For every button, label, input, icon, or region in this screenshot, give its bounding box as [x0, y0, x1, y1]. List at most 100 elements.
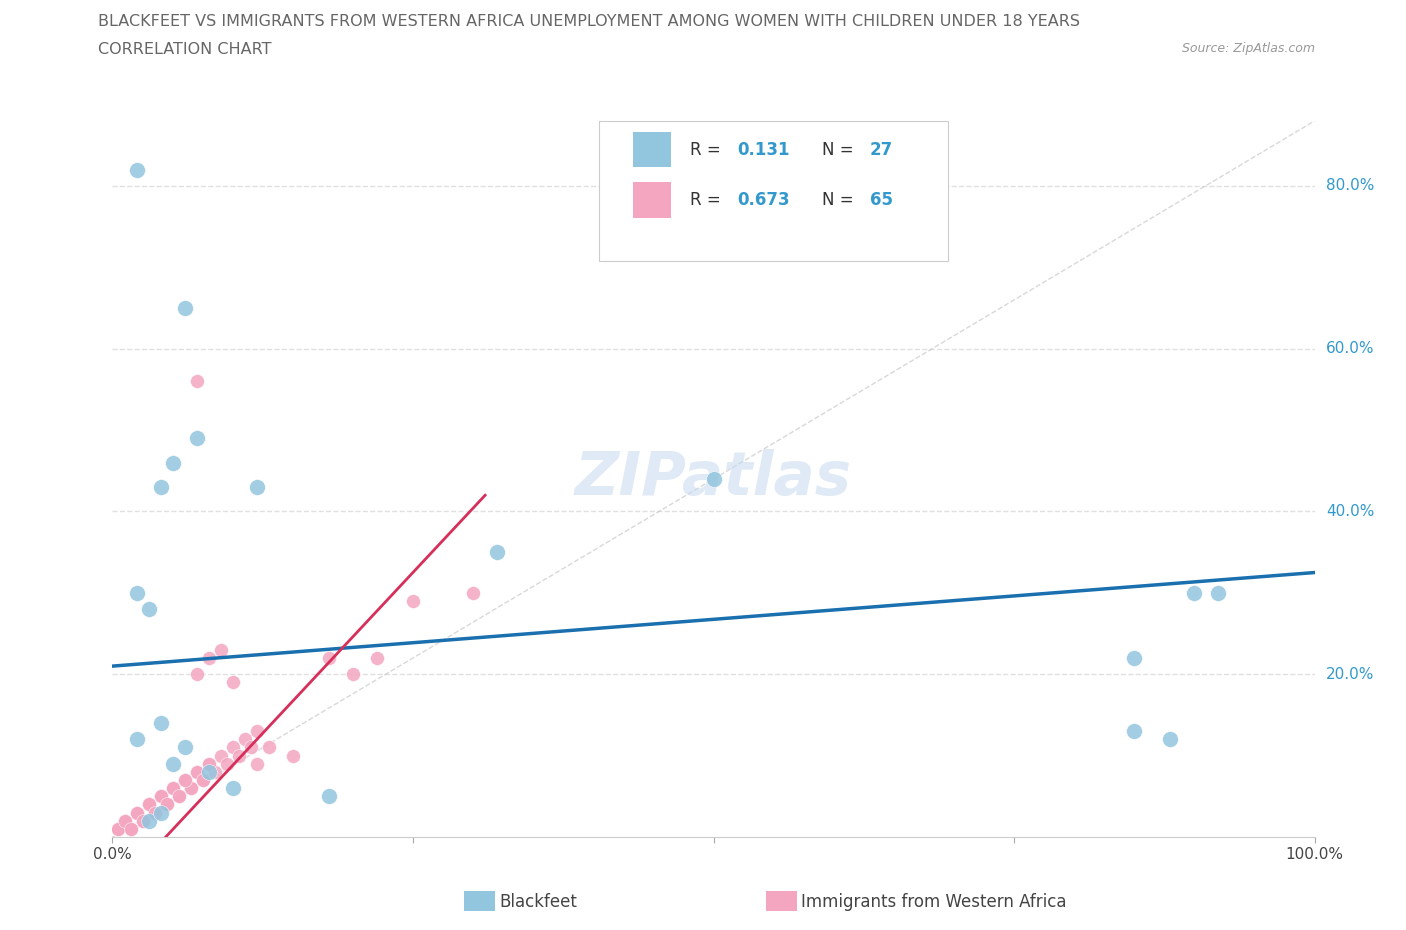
Point	[197, 756, 219, 771]
Point	[167, 789, 190, 804]
Point	[138, 797, 160, 812]
Point	[318, 651, 340, 666]
Text: Source: ZipAtlas.com: Source: ZipAtlas.com	[1181, 42, 1315, 55]
Point	[143, 805, 166, 820]
Point	[1123, 651, 1146, 666]
Point	[197, 756, 219, 771]
Point	[228, 748, 250, 763]
Point	[342, 667, 364, 682]
Point	[149, 480, 172, 495]
Text: N =: N =	[821, 140, 859, 158]
Text: CORRELATION CHART: CORRELATION CHART	[98, 42, 271, 57]
Point	[120, 821, 142, 836]
Point	[197, 764, 219, 779]
Point	[191, 773, 214, 788]
Point	[180, 781, 202, 796]
Point	[125, 732, 148, 747]
Text: 0.673: 0.673	[738, 191, 790, 208]
Point	[155, 797, 177, 812]
Point	[131, 813, 153, 829]
Point	[125, 586, 148, 601]
Point	[149, 716, 172, 731]
Point	[107, 821, 129, 836]
Point	[209, 643, 232, 658]
Text: 20.0%: 20.0%	[1326, 667, 1374, 682]
Point	[702, 472, 725, 486]
Point	[173, 773, 195, 788]
Point	[155, 797, 177, 812]
Point	[143, 805, 166, 820]
Point	[239, 740, 262, 755]
Point	[173, 773, 195, 788]
Point	[162, 781, 184, 796]
Text: Blackfeet: Blackfeet	[499, 893, 576, 911]
Text: N =: N =	[821, 191, 859, 208]
Point	[233, 732, 256, 747]
Point	[222, 781, 245, 796]
Point	[120, 821, 142, 836]
Point	[246, 724, 269, 738]
Text: 65: 65	[870, 191, 893, 208]
Point	[1123, 724, 1146, 738]
Point	[125, 805, 148, 820]
Text: 0.131: 0.131	[738, 140, 790, 158]
Point	[149, 805, 172, 820]
Point	[155, 797, 177, 812]
Point	[366, 651, 388, 666]
Point	[204, 764, 226, 779]
Point	[402, 593, 425, 608]
Point	[173, 300, 195, 315]
Point	[167, 789, 190, 804]
Point	[149, 789, 172, 804]
Bar	[633, 132, 672, 167]
Point	[138, 797, 160, 812]
Text: 40.0%: 40.0%	[1326, 504, 1374, 519]
Point	[1208, 586, 1230, 601]
Point	[186, 667, 208, 682]
Point	[114, 813, 136, 829]
Point	[209, 748, 232, 763]
Point	[191, 773, 214, 788]
Point	[125, 163, 148, 178]
Point	[461, 586, 484, 601]
Point	[173, 773, 195, 788]
Point	[167, 789, 190, 804]
Point	[318, 789, 340, 804]
Point	[131, 813, 153, 829]
Point	[131, 813, 153, 829]
Point	[246, 756, 269, 771]
Point	[125, 805, 148, 820]
Point	[186, 374, 208, 389]
Point	[107, 821, 129, 836]
Text: BLACKFEET VS IMMIGRANTS FROM WESTERN AFRICA UNEMPLOYMENT AMONG WOMEN WITH CHILDR: BLACKFEET VS IMMIGRANTS FROM WESTERN AFR…	[98, 14, 1080, 29]
Point	[138, 813, 160, 829]
Point	[197, 651, 219, 666]
Text: 80.0%: 80.0%	[1326, 179, 1374, 193]
Point	[257, 740, 280, 755]
Point	[222, 740, 245, 755]
Point	[246, 480, 269, 495]
Point	[215, 756, 238, 771]
Point	[162, 756, 184, 771]
Point	[1159, 732, 1181, 747]
Point	[180, 781, 202, 796]
Point	[125, 805, 148, 820]
Point	[186, 764, 208, 779]
Point	[486, 545, 509, 560]
Point	[143, 805, 166, 820]
Point	[222, 675, 245, 690]
Text: R =: R =	[689, 191, 725, 208]
Point	[162, 781, 184, 796]
Point	[149, 789, 172, 804]
Point	[173, 740, 195, 755]
Text: R =: R =	[689, 140, 725, 158]
Point	[138, 602, 160, 617]
Point	[138, 797, 160, 812]
Point	[114, 813, 136, 829]
Point	[149, 789, 172, 804]
Bar	[633, 181, 672, 218]
Point	[120, 821, 142, 836]
Point	[107, 821, 129, 836]
Text: 27: 27	[870, 140, 893, 158]
Text: 60.0%: 60.0%	[1326, 341, 1374, 356]
